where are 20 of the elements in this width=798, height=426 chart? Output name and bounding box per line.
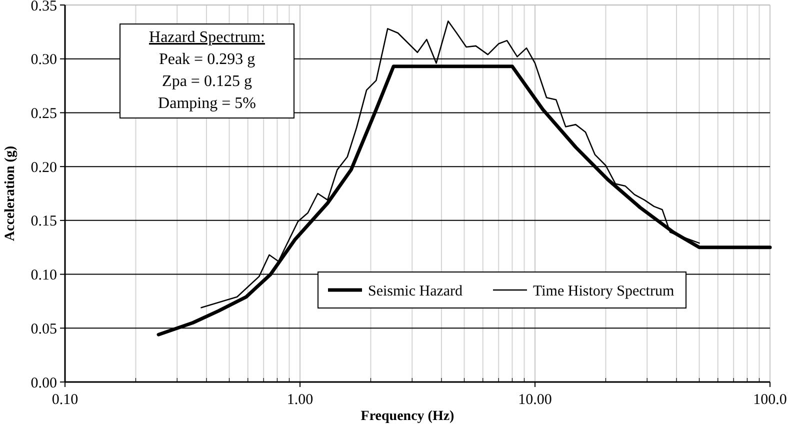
x-tick-label: 100.0 <box>753 392 787 408</box>
y-tick-label: 0.35 <box>30 0 57 14</box>
annotation: Zpa = 0.125 g <box>162 73 252 90</box>
annotation: Peak = 0.293 g <box>158 51 256 68</box>
x-tick-label: 10.00 <box>518 392 552 408</box>
y-tick-label: 0.30 <box>30 52 57 68</box>
x-tick-label: 1.00 <box>286 392 314 408</box>
y-tick-label: 0.20 <box>30 160 57 176</box>
annotation: Damping = 5% <box>158 95 256 112</box>
legend-label: Seismic Hazard <box>368 283 464 300</box>
legend-label: Time History Spectrum <box>533 283 674 300</box>
y-tick-label: 0.25 <box>30 106 57 122</box>
y-axis-title: Acceleration (g) <box>3 146 18 242</box>
x-axis-title: Frequency (Hz) <box>360 409 455 424</box>
y-tick-label: 0.10 <box>30 268 57 284</box>
y-tick-label: 0.00 <box>30 375 57 392</box>
y-tick-label: 0.15 <box>30 214 57 230</box>
y-tick-label: 0.05 <box>30 321 57 338</box>
x-tick-label: 0.10 <box>52 392 78 408</box>
annotation: Hazard Spectrum: <box>149 29 265 46</box>
